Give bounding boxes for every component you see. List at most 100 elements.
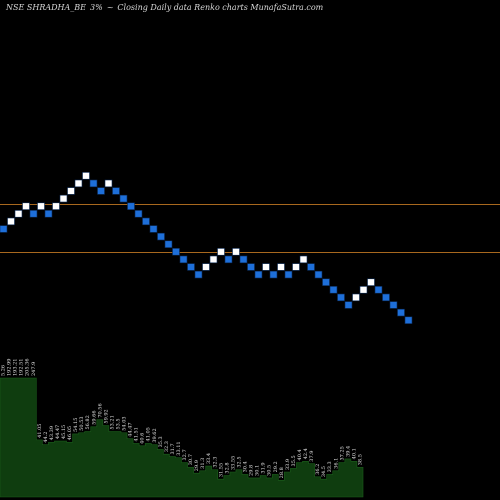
renko-down-brick: [307, 263, 315, 271]
renko-down-brick: [247, 263, 255, 271]
renko-up-brick: [202, 263, 210, 271]
renko-down-brick: [134, 210, 143, 218]
renko-size-label: 3%: [90, 3, 103, 12]
renko-down-brick: [0, 225, 8, 233]
volume-label: 192.51: [19, 359, 25, 377]
volume-label: 31.9: [261, 462, 267, 473]
renko-up-brick: [292, 263, 300, 271]
renko-down-brick: [142, 217, 150, 226]
renko-up-brick: [262, 263, 270, 271]
volume-label: 28.8: [279, 467, 285, 478]
renko-down-brick: [404, 316, 413, 324]
volume-labels: 5.26 192.99 193.21 192.51 205.36 247.941.05 44…: [1, 359, 364, 479]
volume-label: 32.8: [224, 462, 230, 473]
volume-label: 44.2: [43, 431, 49, 442]
volume-label: 53.5: [115, 418, 121, 429]
renko-down-brick: [397, 308, 405, 317]
volume-label: 29.9: [194, 460, 200, 471]
renko-down-brick: [322, 278, 330, 286]
renko-down-brick: [269, 270, 278, 279]
renko-up-brick: [104, 179, 113, 188]
renko-down-brick: [127, 202, 135, 210]
renko-down-brick: [314, 270, 323, 279]
volume-label: 31.55: [218, 463, 224, 477]
renko-up-brick: [37, 202, 45, 210]
volume-label: 192.99: [7, 359, 13, 377]
renko-down-brick: [29, 210, 38, 218]
renko-down-brick: [157, 232, 165, 241]
volume-label: 59.66: [91, 410, 97, 424]
volume-label: 37.9: [309, 451, 315, 462]
renko-down-brick: [179, 255, 188, 264]
renko-up-brick: [352, 293, 360, 302]
volume-label: 32.5: [236, 456, 242, 467]
renko-down-brick: [254, 270, 263, 279]
volume-label: 29.8: [249, 465, 255, 476]
renko-up-brick: [277, 263, 285, 271]
volume-label: 50.53: [79, 416, 85, 430]
renko-up-brick: [209, 255, 218, 264]
volume-label: 34.5: [321, 466, 327, 477]
renko-down-brick: [44, 210, 53, 218]
renko-up-brick: [7, 217, 15, 226]
reference-lines: [0, 204, 500, 253]
renko-up-brick: [367, 278, 375, 286]
renko-down-brick: [149, 225, 158, 233]
renko-down-brick: [284, 270, 293, 279]
renko-up-brick: [82, 172, 90, 180]
renko-down-brick: [389, 301, 398, 309]
symbol-suffix: ~: [106, 3, 114, 12]
volume-label: 39.4: [345, 446, 351, 457]
renko-down-brick: [112, 187, 120, 195]
volume-label: 59.92: [103, 409, 109, 423]
volume-label: 54.15: [73, 418, 79, 432]
volume-label: 38.5: [357, 454, 363, 465]
volume-label: 32.3: [212, 456, 218, 467]
renko-up-brick: [52, 202, 60, 210]
renko-down-brick: [337, 293, 345, 302]
volume-label: 32.7: [182, 449, 188, 460]
renko-down-brick: [119, 194, 128, 203]
renko-up-brick: [359, 286, 368, 294]
renko-down-brick: [194, 270, 203, 279]
renko-up-brick: [59, 194, 68, 203]
renko-down-brick: [164, 240, 173, 248]
chart-header: NSE SHRADHA_BE 3% ~ Closing Daily data Renk…: [6, 3, 327, 12]
renko-down-brick: [344, 301, 353, 309]
renko-down-brick: [382, 293, 390, 302]
volume-label: 31.7: [170, 443, 176, 454]
volume-label: 35.3: [158, 436, 164, 447]
renko-up-brick: [14, 210, 23, 218]
volume-label: 205.36: [25, 359, 31, 377]
volume-label: 30.5: [267, 465, 273, 476]
volume-label: 42.4: [303, 448, 309, 459]
volume-label: 41.05: [146, 427, 152, 441]
volume-label: 44.47: [128, 422, 134, 436]
volume-label: 193.21: [13, 359, 19, 377]
volume-area-path: [0, 377, 364, 498]
renko-down-brick: [89, 179, 98, 188]
volume-label: 30.7: [188, 454, 194, 465]
renko-up-brick: [217, 248, 225, 256]
volume-label: 44.47: [55, 425, 61, 439]
volume-label: 30.1: [255, 465, 261, 476]
symbol-label: NSE SHRADHA_BE: [6, 3, 87, 12]
volume-label: 43.39: [49, 426, 55, 440]
volume-label: 33.11: [176, 441, 182, 455]
renko-up-brick: [232, 248, 240, 256]
volume-label: 247.9: [31, 362, 37, 376]
volume-label: 56.82: [85, 415, 91, 429]
volume-label: 29.2: [273, 461, 279, 472]
volume-label: 33.9: [285, 459, 291, 470]
renko-up-brick: [67, 187, 75, 195]
renko-down-brick: [172, 248, 180, 256]
volume-label: 36.1: [333, 458, 339, 469]
renko-down-brick: [329, 286, 338, 294]
renko-up-brick: [74, 179, 83, 188]
renko-down-brick: [239, 255, 248, 264]
volume-area: [0, 377, 364, 498]
volume-label: 37.25: [339, 446, 345, 460]
volume-label: 70.56: [97, 403, 103, 417]
renko-down-brick: [374, 286, 383, 294]
